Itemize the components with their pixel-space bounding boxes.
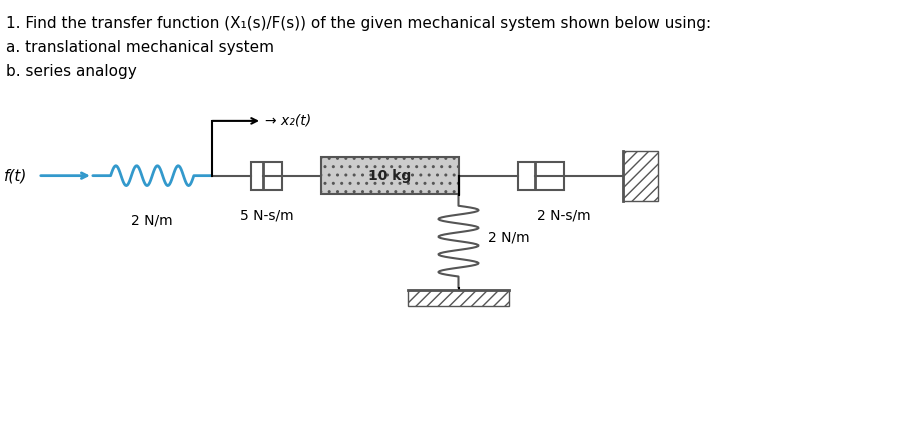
Text: 5 N-s/m: 5 N-s/m [239, 208, 293, 222]
Text: f(t): f(t) [5, 168, 28, 183]
Bar [321, 157, 458, 194]
Text: → x₂(t): → x₂(t) [265, 114, 311, 128]
Bar [623, 151, 657, 201]
Text: 2 N/m: 2 N/m [131, 213, 173, 227]
Bar [251, 162, 282, 190]
Text: 2 N-s/m: 2 N-s/m [536, 208, 591, 222]
Text: 2 N/m: 2 N/m [488, 231, 529, 245]
Text: b. series analogy: b. series analogy [6, 64, 137, 79]
Text: 10 kg: 10 kg [369, 169, 412, 183]
Text: 1. Find the transfer function (X₁(s)/F(s)) of the given mechanical system shown : 1. Find the transfer function (X₁(s)/F(s… [6, 16, 711, 32]
Text: a. translational mechanical system: a. translational mechanical system [6, 40, 274, 55]
Bar [408, 290, 509, 306]
Bar [518, 162, 564, 190]
